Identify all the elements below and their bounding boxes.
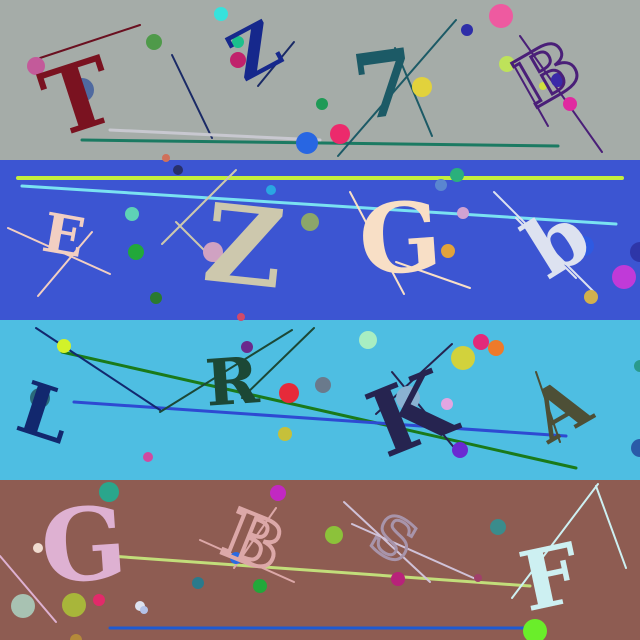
row-3-noise <box>30 327 640 470</box>
captcha-char-6: Z <box>198 180 290 314</box>
row-background-4 <box>0 480 640 640</box>
row-background-3 <box>0 320 640 480</box>
captcha-char-10: R <box>203 343 262 422</box>
captcha-char-7: G <box>355 179 445 297</box>
row-1-noise <box>27 4 603 157</box>
row-4-noise <box>0 482 627 640</box>
row-background-2 <box>0 160 640 320</box>
row-2-noise <box>7 154 640 321</box>
row-background-1 <box>0 0 640 160</box>
captcha-char-13: G <box>37 483 130 607</box>
captcha-char-3: 7 <box>346 28 423 142</box>
